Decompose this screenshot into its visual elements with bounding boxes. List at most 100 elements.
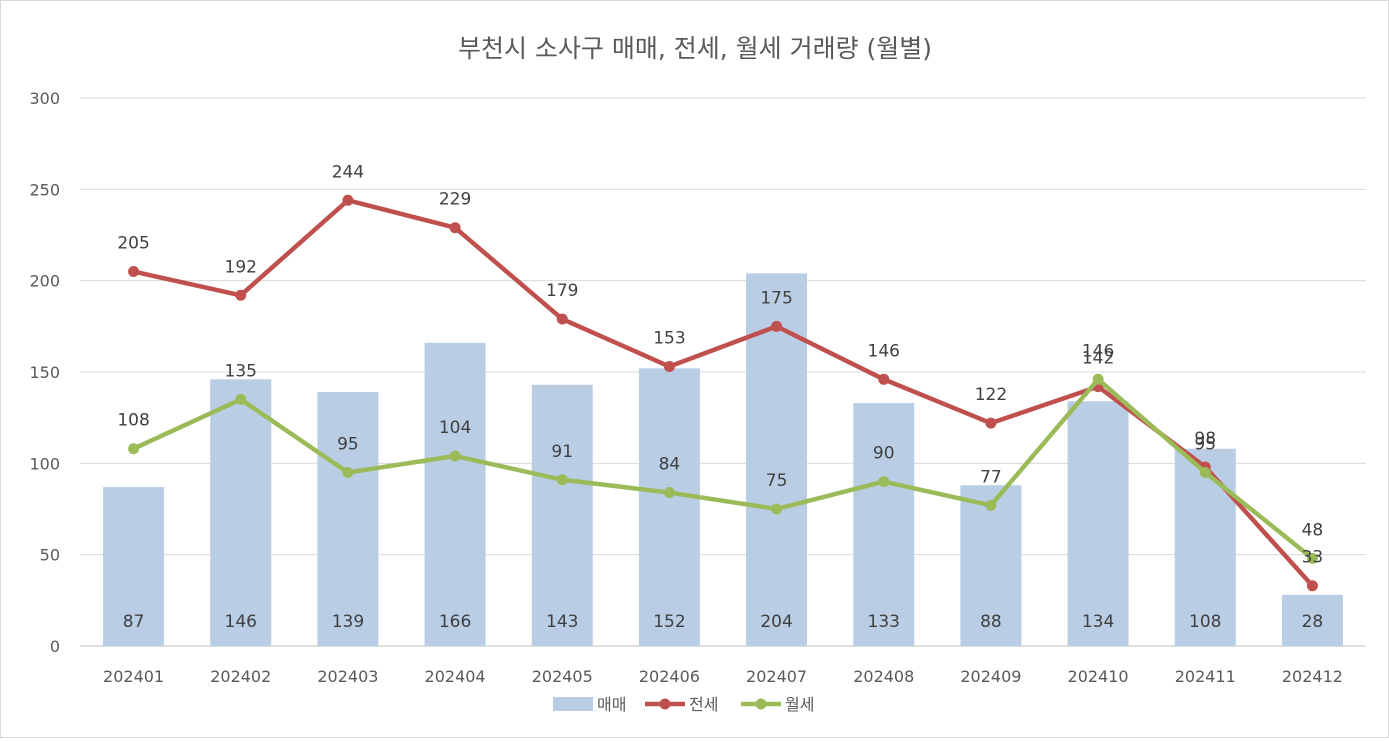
y-tick-label: 0 [50,637,60,656]
line-value-label: 229 [439,190,471,210]
line-point [663,361,675,373]
line-point [449,450,461,462]
x-tick-label: 202402 [210,667,271,686]
x-tick-label: 202403 [317,667,378,686]
y-tick-label: 200 [29,272,60,291]
x-tick-label: 202410 [1068,667,1129,686]
x-tick-label: 202407 [746,667,807,686]
bar [210,379,272,646]
line-value-label: 142 [1082,349,1114,369]
line-value-label: 108 [117,411,149,431]
legend-marker [659,698,671,710]
bar-series [103,273,1343,646]
line-point [878,373,890,385]
x-tick-label: 202406 [639,667,700,686]
y-tick-label: 150 [29,363,60,382]
legend-label: 매매 [597,695,626,714]
x-tick-label: 202408 [853,667,914,686]
y-tick-label: 50 [40,546,60,565]
line-point [1306,552,1318,564]
line-point [235,289,247,301]
y-tick-label: 100 [29,454,60,473]
bar-value-label: 139 [332,612,364,632]
line-point [556,313,568,325]
line-value-label: 95 [337,434,359,454]
legend-label: 전세 [689,695,718,714]
line-point [556,474,568,486]
line-point [985,499,997,511]
bar [1281,594,1343,646]
line-value-label: 104 [439,418,471,438]
legend-swatch [553,697,593,711]
bar [853,403,915,646]
line-value-label: 91 [551,442,573,462]
x-tick-label: 202409 [960,667,1021,686]
grid-lines [80,97,1366,647]
y-axis: 0 50 100 150 200 250 300 [29,89,60,656]
line-point [1092,373,1104,385]
bar [1174,448,1236,646]
line-value-label: 146 [868,341,900,361]
line-value-label: 98 [1194,429,1216,449]
line-value-label: 135 [225,361,257,381]
line-point [663,487,675,499]
bar [960,485,1022,646]
bar-value-label: 152 [653,612,685,632]
line-value-label: 179 [546,281,578,301]
line-value-label: 90 [873,444,895,464]
line-value-label: 75 [766,471,788,491]
bar-value-label: 134 [1082,612,1114,632]
bar [531,384,593,646]
x-tick-label: 202404 [425,667,486,686]
line-point [771,503,783,515]
legend: 매매 전세 월세 [553,695,814,714]
line-value-label: 205 [117,234,149,254]
line-value-label: 77 [980,467,1002,487]
line-point [771,320,783,332]
bar [317,392,379,646]
bar [1067,401,1129,646]
line-value-label: 84 [659,455,681,475]
line-value-label: 122 [975,385,1007,405]
bar-value-label: 133 [868,612,900,632]
x-axis: 202401 202402 202403 202404 202405 202406 2024… [103,667,1343,686]
line-value-label: 146 [1082,341,1114,361]
x-tick-label: 202411 [1175,667,1236,686]
x-tick-label: 202405 [532,667,593,686]
bar-value-label: 108 [1189,612,1221,632]
bar [424,342,486,646]
bar [103,487,165,646]
bar-value-label: 143 [546,612,578,632]
line-value-label: 33 [1302,548,1324,568]
legend-marker [755,698,767,710]
line-point [449,222,461,234]
chart-title: 부천시 소사구 매매, 전세, 월세 거래량 (월별) [458,34,932,63]
line-point [128,443,140,455]
x-tick-label: 202401 [103,667,164,686]
line-value-label: 192 [225,257,257,277]
line-value-label: 175 [760,288,792,308]
bar-value-label: 28 [1302,612,1324,632]
line-point [985,417,997,429]
y-tick-label: 250 [29,180,60,199]
legend-label: 월세 [785,695,814,714]
bar-value-label: 146 [225,612,257,632]
data-labels: 87 146 139 166 143 152 204 133 88 134 108 28 205 192 2… [117,162,1323,632]
line-point [1199,466,1211,478]
x-tick-label: 202412 [1282,667,1343,686]
bar-value-label: 88 [980,612,1002,632]
line-point [878,476,890,488]
line-value-label: 153 [653,329,685,349]
bar-value-label: 166 [439,612,471,632]
bar-value-label: 87 [123,612,145,632]
bar [638,368,700,646]
line-series [128,194,1318,592]
line-point [1306,580,1318,592]
line-value-label: 244 [332,162,364,182]
line-point [342,466,354,478]
line-value-label: 95 [1194,434,1216,454]
y-tick-label: 300 [29,89,60,108]
line-point [342,194,354,206]
